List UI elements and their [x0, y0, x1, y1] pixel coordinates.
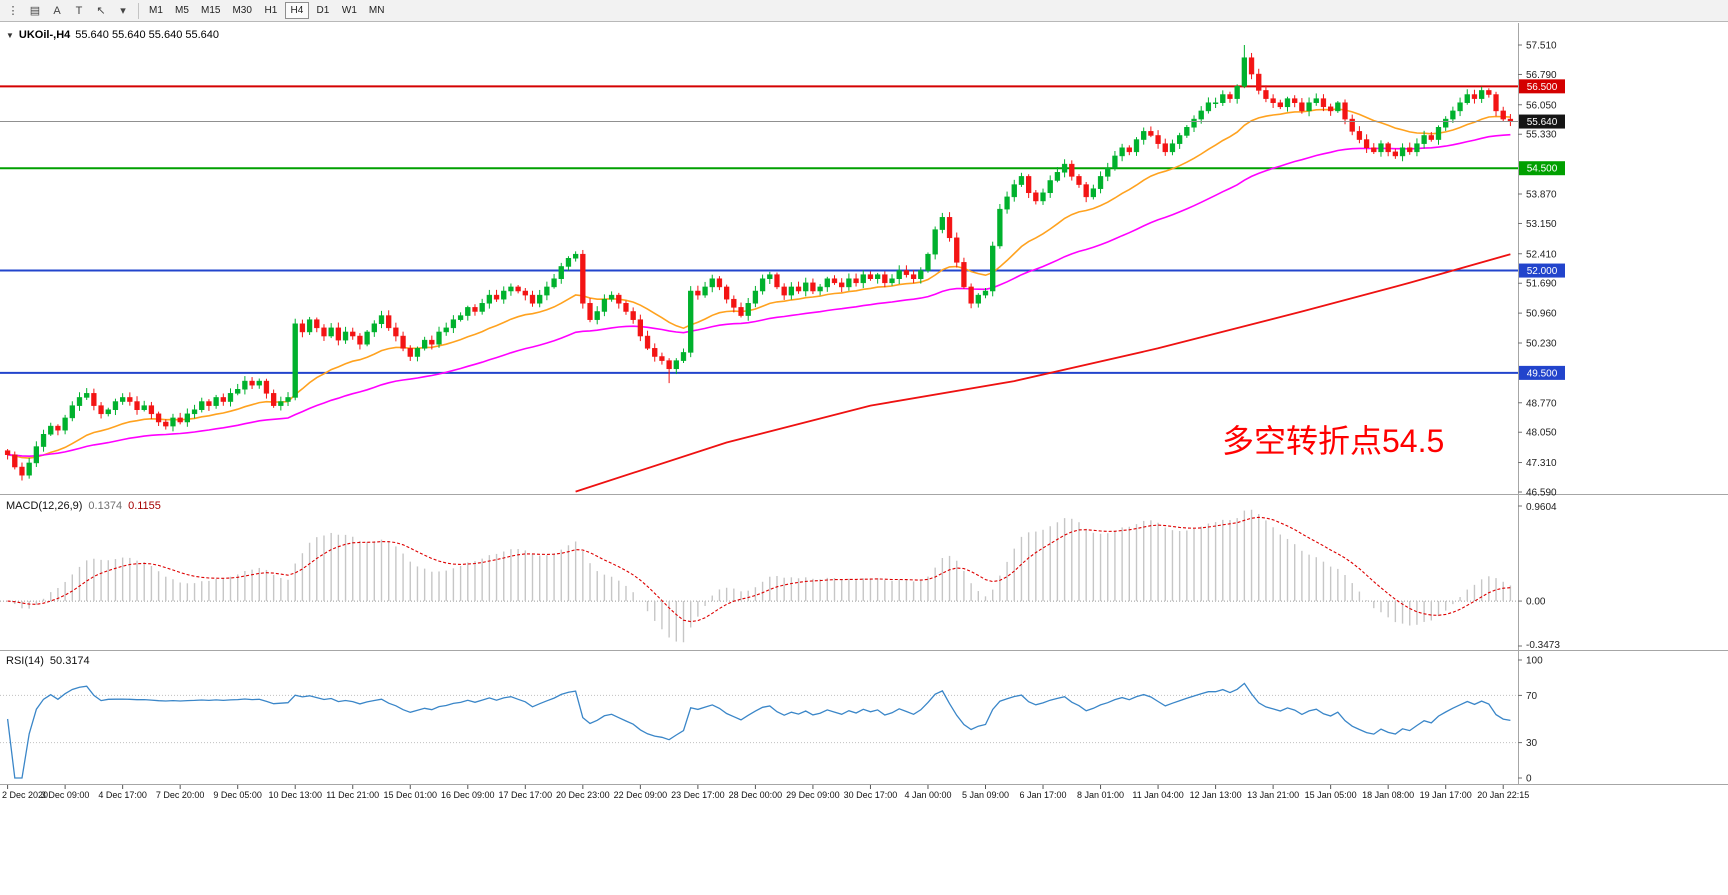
svg-text:49.500: 49.500	[1527, 368, 1558, 379]
price-axis[interactable]	[1518, 24, 1578, 785]
svg-text:55.330: 55.330	[1526, 130, 1557, 141]
svg-text:55.640: 55.640	[1527, 117, 1558, 128]
svg-text:53.150: 53.150	[1526, 219, 1557, 230]
svg-text:30 Dec 17:00: 30 Dec 17:00	[844, 790, 898, 800]
svg-text:-0.3473: -0.3473	[1526, 640, 1560, 651]
svg-text:5 Jan 09:00: 5 Jan 09:00	[962, 790, 1009, 800]
svg-text:0: 0	[1526, 774, 1532, 785]
svg-text:52.410: 52.410	[1526, 249, 1557, 260]
svg-text:28 Dec 00:00: 28 Dec 00:00	[729, 790, 783, 800]
timeframe-button-m15[interactable]: M15	[196, 2, 225, 19]
timeframe-button-m1[interactable]: M1	[144, 2, 168, 19]
svg-text:0.9604: 0.9604	[1526, 502, 1557, 513]
svg-text:56.500: 56.500	[1527, 82, 1558, 93]
toolbar: ⋮ ▤ A T ↖ ▾ M1 M5 M15 M30 H1 H4 D1 W1 MN	[0, 0, 1728, 22]
annotation-text: 多空转折点54.5	[1222, 423, 1445, 459]
svg-text:29 Dec 09:00: 29 Dec 09:00	[786, 790, 840, 800]
svg-text:4 Dec 17:00: 4 Dec 17:00	[98, 790, 147, 800]
toolbar-separator	[138, 2, 139, 19]
svg-text:18 Jan 08:00: 18 Jan 08:00	[1362, 790, 1414, 800]
svg-text:48.050: 48.050	[1526, 428, 1557, 439]
svg-text:48.770: 48.770	[1526, 398, 1557, 409]
rsi-indicator-label: RSI(14) 50.3174	[6, 655, 90, 667]
svg-text:13 Jan 21:00: 13 Jan 21:00	[1247, 790, 1299, 800]
chart-menu-icon[interactable]: ▼	[6, 30, 14, 40]
svg-text:57.510: 57.510	[1526, 41, 1557, 52]
chart-ohlc-values: 55.640 55.640 55.640 55.640	[75, 29, 220, 41]
text-annotation-icon[interactable]: A	[53, 4, 61, 17]
timeframe-button-mn[interactable]: MN	[364, 2, 390, 19]
svg-text:2 Dec 2020: 2 Dec 2020	[2, 790, 48, 800]
svg-text:20 Dec 23:00: 20 Dec 23:00	[556, 790, 610, 800]
svg-text:22 Dec 09:00: 22 Dec 09:00	[614, 790, 668, 800]
svg-text:9 Dec 05:00: 9 Dec 05:00	[213, 790, 262, 800]
macd-main-value: 0.1374	[88, 500, 123, 512]
timeframe-button-m5[interactable]: M5	[170, 2, 194, 19]
svg-text:15 Dec 01:00: 15 Dec 01:00	[383, 790, 437, 800]
timeframe-button-h4[interactable]: H4	[284, 2, 309, 19]
timeframe-button-h1[interactable]: H1	[259, 2, 283, 19]
toolbar-grip-icon[interactable]: ⋮	[7, 5, 19, 17]
svg-text:15 Jan 05:00: 15 Jan 05:00	[1305, 790, 1357, 800]
timeframe-button-m30[interactable]: M30	[227, 2, 256, 19]
timeframe-toolbar: M1 M5 M15 M30 H1 H4 D1 W1 MN	[143, 0, 390, 21]
svg-text:0.00: 0.00	[1526, 597, 1546, 608]
svg-text:12 Jan 13:00: 12 Jan 13:00	[1190, 790, 1242, 800]
time-axis[interactable]	[0, 785, 1518, 811]
svg-text:16 Dec 09:00: 16 Dec 09:00	[441, 790, 495, 800]
timeframe-button-d1[interactable]: D1	[311, 2, 335, 19]
macd-signal-value: 0.1155	[128, 500, 161, 512]
svg-text:56.790: 56.790	[1526, 70, 1557, 81]
svg-text:17 Dec 17:00: 17 Dec 17:00	[499, 790, 553, 800]
svg-text:6 Jan 17:00: 6 Jan 17:00	[1020, 790, 1067, 800]
svg-text:54.500: 54.500	[1527, 164, 1558, 175]
svg-text:11 Dec 21:00: 11 Dec 21:00	[326, 790, 379, 800]
svg-text:50.960: 50.960	[1526, 309, 1557, 320]
svg-text:100: 100	[1526, 656, 1543, 667]
svg-text:11 Jan 04:00: 11 Jan 04:00	[1132, 790, 1183, 800]
text-box-icon[interactable]: T	[75, 4, 83, 17]
svg-text:53.870: 53.870	[1526, 190, 1557, 201]
svg-text:23 Dec 17:00: 23 Dec 17:00	[671, 790, 725, 800]
toolbar-icons: ⋮ ▤ A T ↖ ▾	[2, 0, 134, 21]
svg-text:3 Dec 09:00: 3 Dec 09:00	[41, 790, 90, 800]
chart-window-icon[interactable]: ▤	[29, 5, 41, 17]
svg-text:70: 70	[1526, 691, 1538, 702]
svg-text:7 Dec 20:00: 7 Dec 20:00	[156, 790, 205, 800]
svg-text:20 Jan 22:15: 20 Jan 22:15	[1477, 790, 1529, 800]
svg-text:19 Jan 17:00: 19 Jan 17:00	[1420, 790, 1472, 800]
svg-text:30: 30	[1526, 738, 1538, 749]
svg-text:10 Dec 13:00: 10 Dec 13:00	[268, 790, 322, 800]
macd-indicator-label: MACD(12,26,9) 0.1374 0.1155	[6, 500, 161, 512]
svg-text:52.000: 52.000	[1527, 266, 1558, 277]
chart-symbol-period: UKOil-,H4	[18, 29, 71, 41]
chart-title: ▼ UKOil-,H4 55.640 55.640 55.640 55.640	[6, 29, 219, 41]
svg-text:4 Jan 00:00: 4 Jan 00:00	[904, 790, 951, 800]
svg-text:47.310: 47.310	[1526, 458, 1557, 469]
svg-text:46.590: 46.590	[1526, 488, 1557, 499]
rsi-value: 50.3174	[49, 655, 90, 667]
dropdown-caret-icon[interactable]: ▾	[120, 5, 126, 17]
svg-text:8 Jan 01:00: 8 Jan 01:00	[1077, 790, 1124, 800]
svg-text:50.230: 50.230	[1526, 339, 1557, 350]
cursor-select-icon[interactable]: ↖	[96, 5, 106, 17]
svg-text:51.690: 51.690	[1526, 279, 1557, 290]
timeframe-button-w1[interactable]: W1	[337, 2, 362, 19]
svg-text:56.050: 56.050	[1526, 100, 1557, 111]
rsi-name: RSI(14)	[6, 655, 44, 667]
macd-name: MACD(12,26,9)	[6, 500, 83, 512]
